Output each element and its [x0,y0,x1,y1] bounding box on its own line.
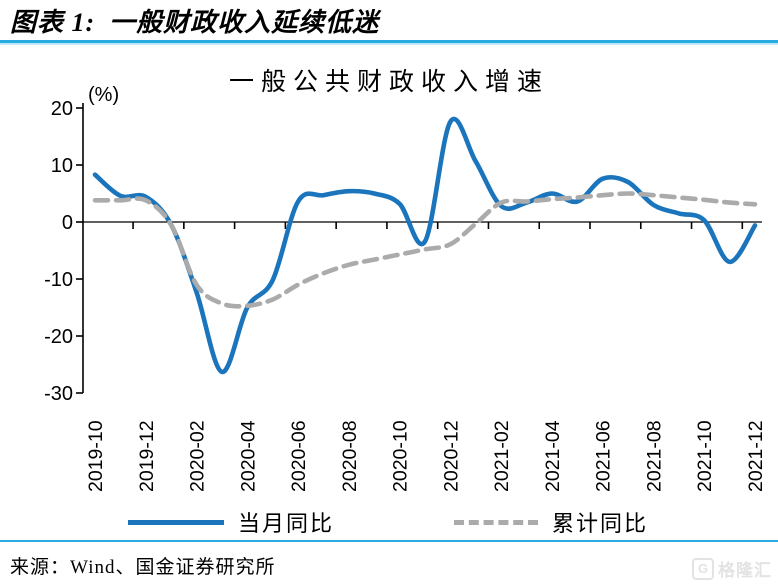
y-tick-label: -30 [44,383,73,405]
legend-item-cumulative: 累计同比 [454,508,648,536]
x-tick-label: 2021-02 [491,420,513,492]
watermark: G 格隆汇 [692,556,772,581]
y-tick-label: -20 [44,326,73,348]
x-tick-label: 2020-12 [440,420,462,492]
y-tick-label: -10 [44,269,73,291]
footer-divider [0,540,778,542]
y-axis-unit-label: (%) [88,84,120,106]
figure-header: 图表 1: 一般财政收入延续低迷 [10,2,768,40]
x-tick-label: 2020-06 [288,420,310,492]
x-tick-label: 2021-08 [643,420,665,492]
header-divider [0,40,778,43]
legend-label-monthly: 当月同比 [238,511,335,536]
legend-label-cumulative: 累计同比 [552,511,649,536]
y-tick-label: 10 [51,155,73,177]
figure-title: 一般财政收入延续低迷 [109,8,380,37]
legend-line-dashed-icon [454,519,538,525]
x-tick-label: 2021-06 [593,420,615,492]
series-line-cumulative [92,191,758,309]
x-tick-label: 2021-12 [745,420,767,492]
x-tick-label: 2020-08 [339,420,361,492]
legend-item-monthly: 当月同比 [128,508,334,536]
line-chart-plot-area: 20 10 0 -10 -20 -30 2019-10 2019-12 2020-02 2020-… [44,98,767,492]
gelonghui-logo-icon: G [692,557,714,580]
header-divider-soft [0,43,778,45]
x-tick-label: 2020-02 [187,420,209,492]
watermark-text: 格隆汇 [718,561,772,580]
x-tick-label: 2019-12 [136,420,158,492]
x-tick-label: 2019-10 [85,420,107,492]
series-line-monthly [92,116,758,375]
source-label: 来源： [10,557,71,578]
x-tick-label: 2021-04 [542,420,564,492]
figure-label: 图表 1: [10,8,96,37]
chart-title: 一般公共财政收入增速 [228,69,549,96]
source-text: Wind、国金证券研究所 [70,557,276,578]
x-tick-label: 2020-10 [390,420,412,492]
legend-line-solid-icon [128,519,224,525]
y-tick-label: 0 [62,212,73,234]
x-tick-label: 2021-10 [694,420,716,492]
source-line: 来源：Wind、国金证券研究所 [10,552,275,579]
x-tick-label: 2020-04 [237,420,259,492]
y-tick-label: 20 [51,98,73,120]
